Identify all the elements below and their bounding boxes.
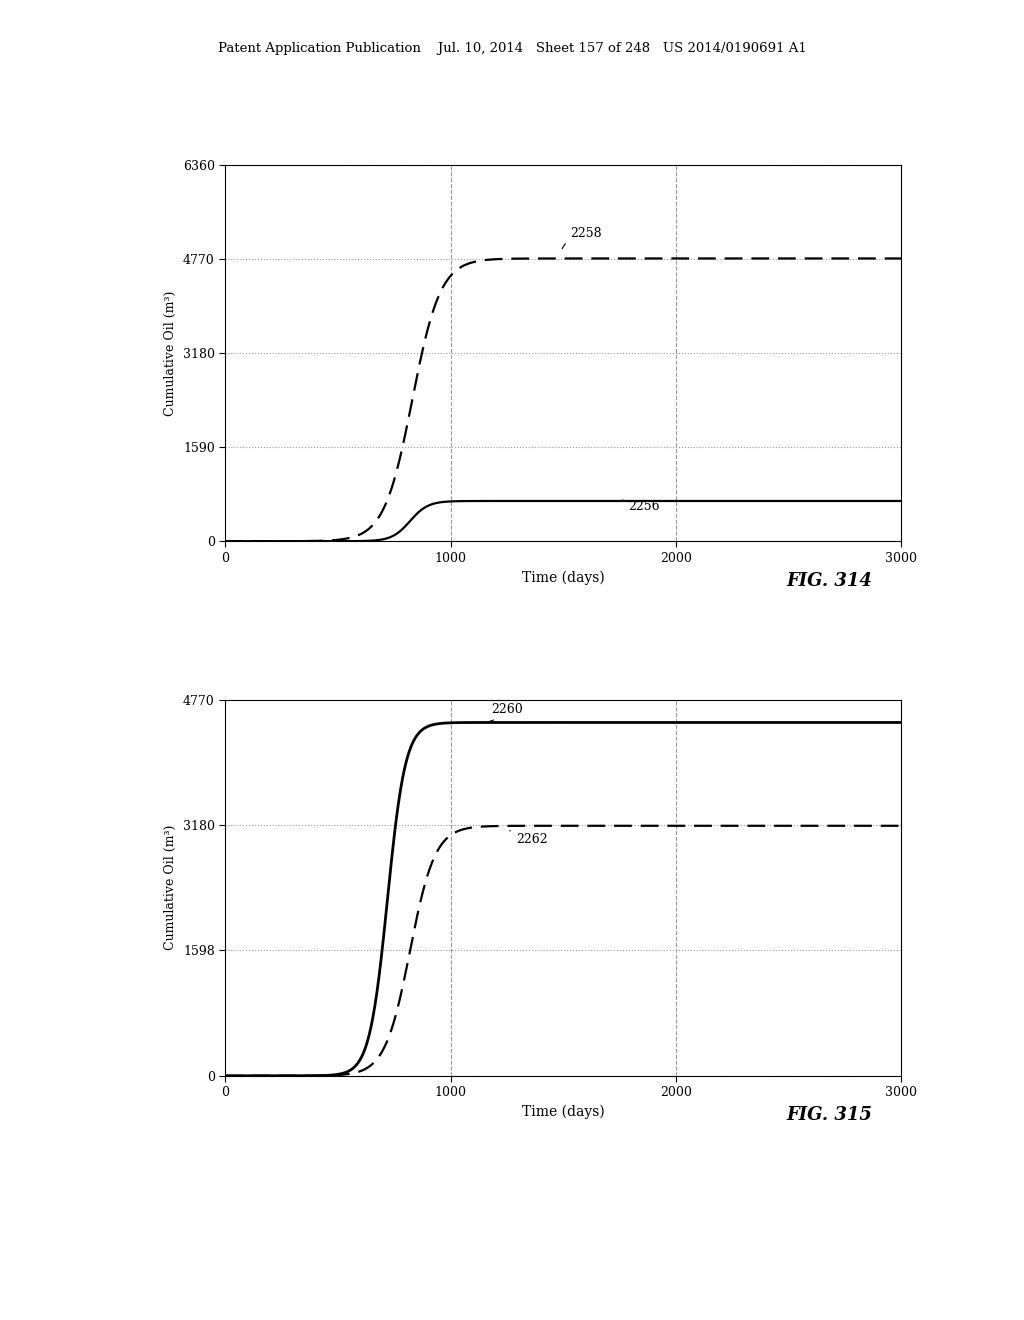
Text: Patent Application Publication    Jul. 10, 2014   Sheet 157 of 248   US 2014/019: Patent Application Publication Jul. 10, … (218, 42, 806, 55)
Text: 2260: 2260 (487, 704, 523, 722)
X-axis label: Time (days): Time (days) (522, 1105, 604, 1119)
Text: FIG. 315: FIG. 315 (786, 1106, 872, 1125)
Text: 2262: 2262 (510, 830, 548, 846)
X-axis label: Time (days): Time (days) (522, 570, 604, 585)
Text: 2256: 2256 (623, 500, 660, 513)
Y-axis label: Cumulative Oil (m³): Cumulative Oil (m³) (164, 290, 177, 416)
Text: 2258: 2258 (562, 227, 601, 249)
Y-axis label: Cumulative Oil (m³): Cumulative Oil (m³) (164, 825, 177, 950)
Text: FIG. 314: FIG. 314 (786, 572, 872, 590)
